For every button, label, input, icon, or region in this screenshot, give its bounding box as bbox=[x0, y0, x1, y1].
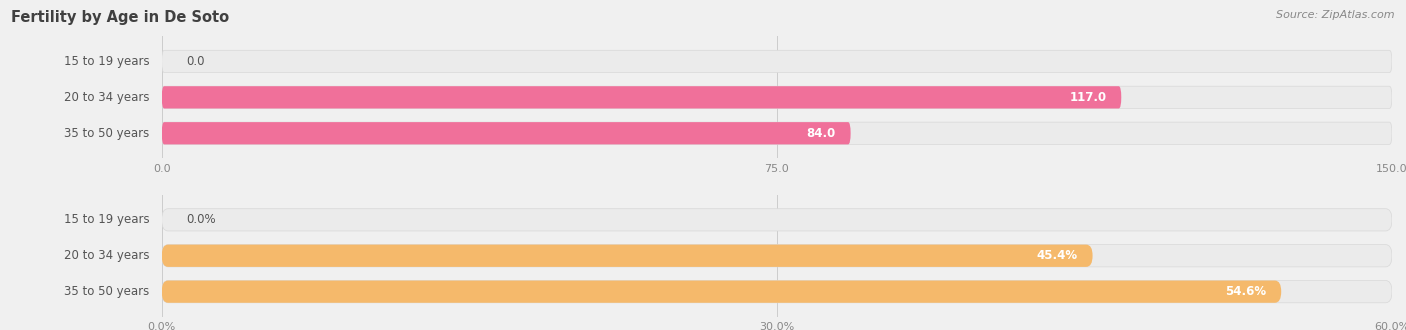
Text: 15 to 19 years: 15 to 19 years bbox=[63, 213, 149, 226]
FancyBboxPatch shape bbox=[162, 50, 1392, 73]
Text: 117.0: 117.0 bbox=[1070, 91, 1107, 104]
Text: Source: ZipAtlas.com: Source: ZipAtlas.com bbox=[1277, 10, 1395, 20]
Text: 35 to 50 years: 35 to 50 years bbox=[65, 285, 149, 298]
FancyBboxPatch shape bbox=[162, 86, 1122, 109]
FancyBboxPatch shape bbox=[162, 86, 1392, 109]
Text: 20 to 34 years: 20 to 34 years bbox=[63, 91, 149, 104]
FancyBboxPatch shape bbox=[162, 245, 1392, 267]
Text: 45.4%: 45.4% bbox=[1036, 249, 1078, 262]
Text: 20 to 34 years: 20 to 34 years bbox=[63, 249, 149, 262]
FancyBboxPatch shape bbox=[162, 245, 1092, 267]
FancyBboxPatch shape bbox=[162, 122, 1392, 145]
Text: 0.0: 0.0 bbox=[186, 55, 205, 68]
Text: 0.0%: 0.0% bbox=[186, 213, 217, 226]
Text: 84.0: 84.0 bbox=[807, 127, 837, 140]
FancyBboxPatch shape bbox=[162, 122, 851, 145]
Text: 15 to 19 years: 15 to 19 years bbox=[63, 55, 149, 68]
FancyBboxPatch shape bbox=[162, 280, 1392, 303]
Text: 35 to 50 years: 35 to 50 years bbox=[65, 127, 149, 140]
Text: 54.6%: 54.6% bbox=[1226, 285, 1267, 298]
Text: Fertility by Age in De Soto: Fertility by Age in De Soto bbox=[11, 10, 229, 25]
FancyBboxPatch shape bbox=[162, 280, 1281, 303]
FancyBboxPatch shape bbox=[162, 209, 1392, 231]
